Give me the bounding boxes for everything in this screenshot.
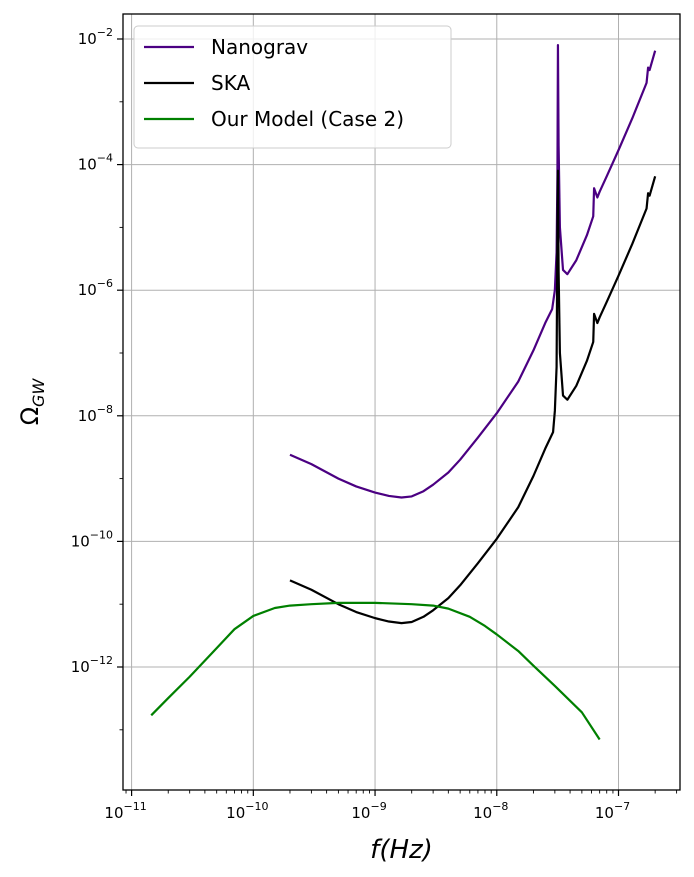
x-tick-label: 10−7	[595, 800, 630, 822]
y-tick-label: 10−2	[78, 26, 113, 48]
series-line-ska	[289, 169, 657, 625]
legend-box	[133, 25, 452, 149]
legend: Nanograv SKA Our Model (Case 2)	[133, 25, 452, 149]
x-tick-label-exponent: −7	[614, 800, 630, 813]
y-tick-label-base: 10	[78, 30, 97, 48]
y-tick-label-exponent: −8	[97, 403, 113, 416]
y-axis-label-subscript: GW	[29, 378, 48, 407]
y-tick-label: 10−6	[78, 277, 113, 299]
y-tick-label-exponent: −12	[90, 654, 113, 667]
x-tick-label-base: 10	[595, 804, 614, 822]
y-tick-label-base: 10	[78, 407, 97, 425]
x-tick-label: 10−11	[104, 800, 146, 822]
x-tick-label-exponent: −9	[370, 800, 386, 813]
y-axis-label-symbol: Ω	[16, 407, 44, 425]
y-axis-label: ΩGW	[16, 378, 48, 426]
y-tick-label-exponent: −10	[90, 528, 113, 541]
series-line-our-model-case-2	[150, 601, 601, 741]
x-axis-label-text: f(Hz)	[370, 835, 433, 865]
x-tick-label-exponent: −11	[124, 800, 147, 813]
x-tick-label-exponent: −10	[245, 800, 268, 813]
x-tick-label-exponent: −8	[492, 800, 508, 813]
x-tick-label: 10−9	[351, 800, 386, 822]
series-lines	[150, 43, 657, 741]
y-tick-label-base: 10	[78, 281, 97, 299]
y-tick-label: 10−10	[71, 528, 113, 550]
y-tick-label-exponent: −6	[97, 277, 113, 290]
x-tick-label-base: 10	[226, 804, 245, 822]
legend-label: SKA	[211, 71, 250, 95]
x-tick-label-base: 10	[104, 804, 123, 822]
legend-label: Our Model (Case 2)	[211, 107, 404, 131]
plot-area-frame	[122, 13, 681, 791]
x-tick-label: 10−10	[226, 800, 268, 822]
y-tick-label-exponent: −2	[97, 26, 113, 39]
legend-label: Nanograv	[211, 35, 308, 59]
x-tick-label-base: 10	[351, 804, 370, 822]
y-tick-label-base: 10	[78, 156, 97, 174]
y-tick-label: 10−4	[78, 152, 113, 174]
y-tick-label: 10−8	[78, 403, 113, 425]
x-tick-label: 10−8	[473, 800, 508, 822]
y-tick-label: 10−12	[71, 654, 113, 676]
y-tick-label-base: 10	[71, 532, 90, 550]
y-tick-label-exponent: −4	[97, 152, 113, 165]
x-tick-label-base: 10	[473, 804, 492, 822]
axis-ticks: 10−11 10−10 10−9 10−8 10−710−1210−1010−810−6…	[71, 26, 678, 822]
y-tick-label-base: 10	[71, 658, 90, 676]
x-axis-label: f(Hz)	[370, 835, 433, 865]
